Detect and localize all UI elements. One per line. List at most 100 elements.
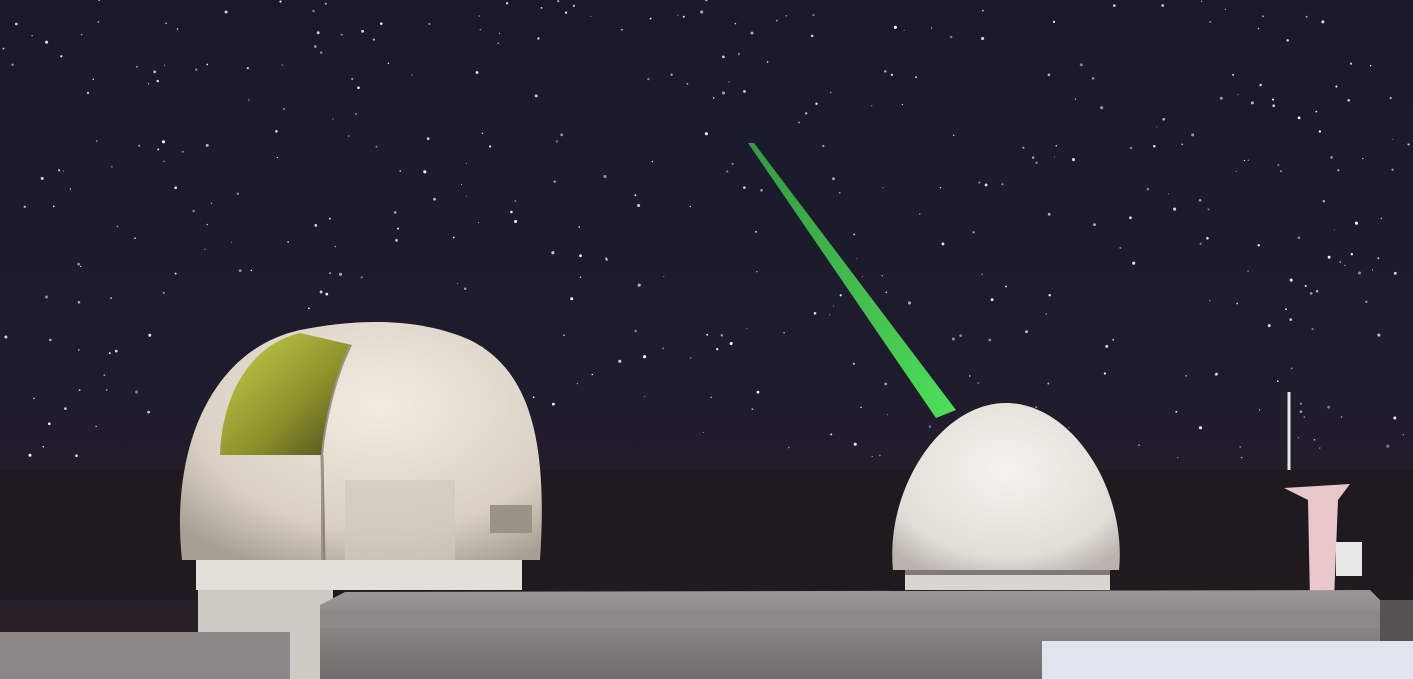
star (853, 233, 855, 235)
star (573, 5, 575, 7)
star (1372, 269, 1373, 270)
star (635, 330, 637, 332)
star (690, 357, 692, 359)
star (1075, 98, 1076, 99)
star (1220, 97, 1223, 100)
star (148, 334, 151, 337)
star (317, 31, 320, 34)
star (1351, 253, 1353, 255)
star (480, 29, 482, 31)
star (1259, 409, 1260, 410)
star (175, 273, 177, 275)
star (738, 53, 740, 55)
star (1129, 216, 1132, 219)
star (498, 43, 499, 44)
star (64, 407, 67, 410)
star (4, 335, 7, 338)
star (580, 276, 582, 278)
star (1312, 328, 1314, 330)
star (1258, 28, 1260, 30)
star (1236, 302, 1238, 304)
star (833, 306, 834, 307)
star (638, 284, 641, 287)
star (1048, 74, 1051, 77)
star (1119, 247, 1121, 249)
star (1048, 213, 1051, 216)
star (211, 202, 213, 204)
star (978, 182, 980, 184)
star (97, 21, 99, 23)
star (1035, 161, 1038, 164)
star (206, 144, 209, 147)
roof-edge (320, 610, 1380, 628)
star (541, 7, 543, 9)
star (1260, 84, 1262, 86)
dome-vent (490, 505, 532, 533)
page: {} html, body { margin: 0; padding: 0; w… (0, 0, 1413, 679)
star (461, 184, 462, 185)
star (1035, 406, 1036, 407)
star (670, 74, 672, 76)
star (972, 231, 974, 233)
star (399, 170, 401, 172)
star (1047, 383, 1049, 385)
star (1323, 200, 1325, 202)
star (466, 163, 467, 164)
star (1251, 101, 1254, 104)
star (931, 27, 932, 28)
star (96, 140, 97, 141)
star (1350, 62, 1352, 64)
star (78, 301, 81, 304)
star (533, 396, 535, 398)
star (1093, 223, 1096, 226)
star (760, 189, 763, 192)
star (325, 293, 328, 296)
star (929, 425, 931, 427)
star (1209, 21, 1211, 23)
star (355, 113, 357, 115)
star (592, 374, 594, 376)
star (1100, 106, 1103, 109)
star (1112, 339, 1114, 341)
star (1199, 426, 1202, 429)
star (237, 192, 240, 195)
star (308, 307, 310, 309)
star (247, 67, 249, 69)
star (314, 224, 317, 227)
star (1138, 444, 1140, 446)
star (1055, 145, 1057, 147)
star (981, 273, 983, 275)
star (466, 196, 467, 197)
star (1305, 285, 1307, 287)
star (506, 2, 508, 4)
star (165, 22, 167, 24)
star (339, 273, 342, 276)
star (902, 104, 903, 105)
star (195, 68, 197, 70)
star (1335, 86, 1337, 88)
star (1168, 193, 1169, 194)
star (552, 403, 555, 406)
star (335, 246, 336, 247)
lower-block (0, 632, 290, 679)
star (1001, 183, 1003, 185)
star (373, 38, 375, 40)
equipment-box (1336, 542, 1362, 576)
star (157, 148, 159, 150)
star (969, 375, 970, 376)
star (357, 87, 360, 90)
star (556, 140, 558, 142)
star (15, 23, 18, 26)
star (805, 112, 807, 114)
star (514, 220, 517, 223)
star (690, 206, 691, 207)
star (677, 14, 679, 16)
star (953, 135, 954, 136)
star (840, 294, 842, 296)
star (33, 398, 35, 400)
star (1216, 373, 1218, 375)
star (663, 276, 664, 277)
star (726, 170, 728, 172)
star (1147, 188, 1150, 191)
star (1298, 117, 1301, 120)
